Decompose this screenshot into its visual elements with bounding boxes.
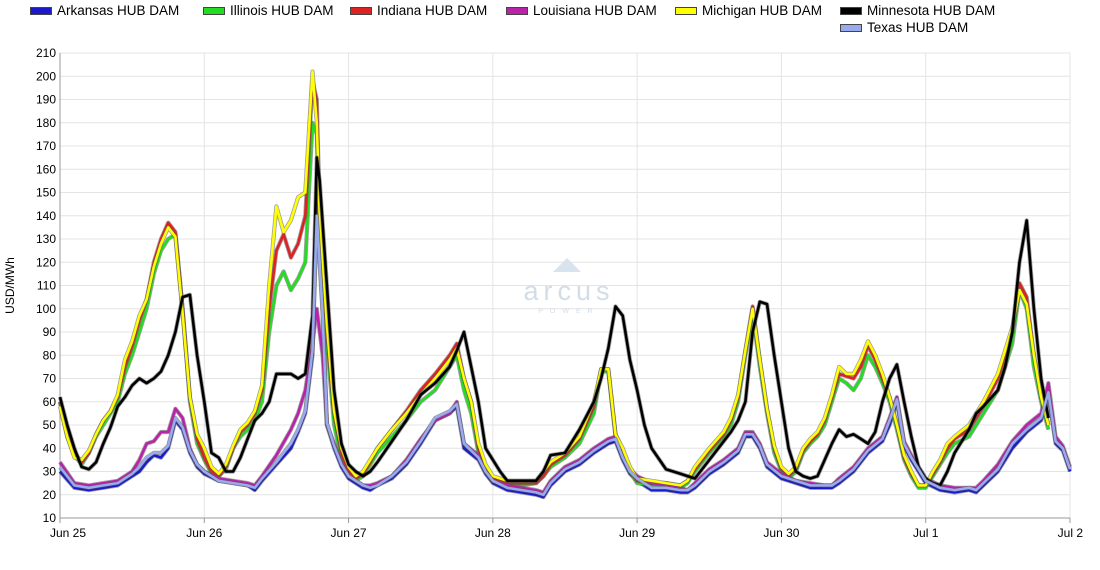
logo-mark (553, 258, 581, 272)
legend-label: Minnesota HUB DAM (867, 3, 996, 18)
series-line (58, 214, 1072, 497)
legend-swatch (30, 6, 52, 15)
legend-item[interactable]: Michigan HUB DAM (675, 3, 822, 18)
x-tick-label: Jun 27 (331, 526, 367, 540)
y-tick-label: 160 (36, 162, 56, 176)
y-tick-label: 50 (43, 418, 57, 432)
x-tick-label: Jul 1 (913, 526, 939, 540)
y-tick-label: 100 (36, 302, 56, 316)
legend-label: Arkansas HUB DAM (57, 3, 180, 18)
legend-item[interactable]: Texas HUB DAM (840, 20, 968, 35)
legend: Arkansas HUB DAM Illinois HUB DAM Indiana … (30, 3, 1100, 43)
y-tick-label: 110 (37, 279, 56, 293)
y-tick-label: 40 (43, 441, 57, 455)
watermark-logo: arcus (523, 276, 614, 306)
y-tick-label: 140 (36, 209, 56, 223)
legend-swatch (506, 6, 528, 15)
legend-swatch (203, 6, 225, 15)
y-tick-label: 130 (36, 232, 56, 246)
legend-swatch (675, 6, 697, 15)
legend-label: Michigan HUB DAM (702, 3, 823, 18)
legend-label: Texas HUB DAM (867, 20, 969, 35)
y-tick-label: 190 (36, 93, 56, 107)
legend-label: Louisiana HUB DAM (533, 3, 657, 18)
legend-item[interactable]: Louisiana HUB DAM (506, 3, 657, 18)
y-tick-label: 150 (36, 186, 56, 200)
x-tick-label: Jun 30 (763, 526, 799, 540)
legend-item[interactable]: Arkansas HUB DAM (30, 3, 179, 18)
y-tick-label: 200 (36, 69, 56, 83)
legend-swatch (350, 6, 372, 15)
series-line (58, 156, 1050, 487)
x-tick-label: Jul 2 (1058, 526, 1084, 540)
legend-label: Indiana HUB DAM (377, 3, 488, 18)
y-tick-label: 90 (43, 325, 57, 339)
y-tick-label: 120 (36, 255, 56, 269)
y-tick-label: 60 (43, 395, 57, 409)
x-tick-label: Jun 26 (186, 526, 222, 540)
y-tick-label: 70 (43, 372, 57, 386)
y-tick-label: 170 (36, 139, 56, 153)
y-axis-label: USD/MWh (3, 257, 17, 314)
legend-item[interactable]: Indiana HUB DAM (350, 3, 487, 18)
watermark-subtext: POWER (538, 308, 599, 315)
y-tick-label: 10 (43, 511, 57, 525)
y-tick-label: 210 (36, 46, 56, 60)
legend-label: Illinois HUB DAM (230, 3, 334, 18)
legend-item[interactable]: Minnesota HUB DAM (840, 3, 995, 18)
legend-item[interactable]: Illinois HUB DAM (203, 3, 334, 18)
legend-swatch (840, 6, 862, 15)
y-tick-label: 20 (43, 488, 57, 502)
x-tick-label: Jun 25 (50, 526, 86, 540)
y-tick-label: 180 (36, 116, 56, 130)
y-tick-label: 30 (43, 465, 57, 479)
legend-swatch (840, 23, 862, 32)
y-tick-label: 80 (43, 348, 57, 362)
x-tick-label: Jun 29 (619, 526, 655, 540)
x-tick-label: Jun 28 (475, 526, 511, 540)
